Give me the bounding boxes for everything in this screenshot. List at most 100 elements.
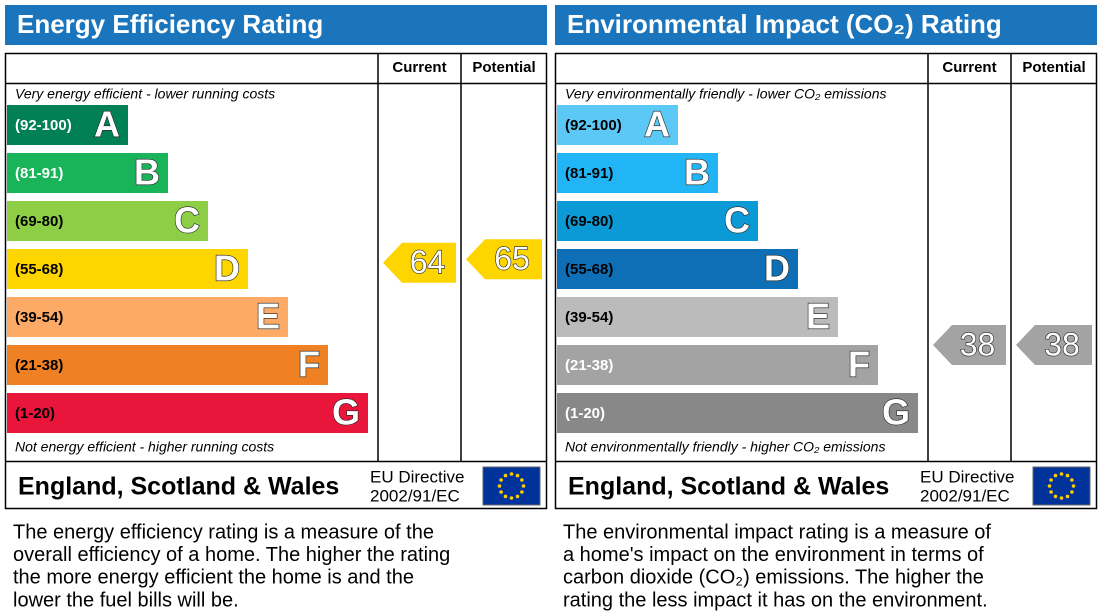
flag-star — [520, 490, 524, 494]
band-bar — [557, 105, 678, 145]
column-header: Current — [942, 59, 996, 76]
band-bar — [7, 201, 208, 241]
flag-star — [1059, 472, 1064, 476]
band-letter: G — [332, 392, 360, 433]
directive: 2002/91/EC — [370, 486, 460, 505]
band-letter: E — [256, 296, 280, 337]
band-range: (92-100) — [15, 117, 72, 134]
band-range: (21-38) — [15, 357, 63, 374]
band-bar — [7, 153, 168, 193]
rating-arrow: 64 — [383, 242, 456, 283]
flag-star — [497, 484, 502, 488]
bottom-note: Not environmentally friendly - higher CO… — [565, 439, 885, 455]
column-header: Potential — [472, 59, 535, 76]
arrow-shape — [1016, 325, 1092, 365]
description: lower the fuel bills will be. — [13, 589, 239, 611]
band-letter: C — [724, 200, 750, 241]
title-bar — [555, 5, 1097, 45]
band-letter: F — [848, 344, 870, 385]
description: a home's impact on the environment in te… — [563, 544, 984, 566]
flag-star — [1047, 484, 1052, 488]
rating-arrow: 65 — [466, 239, 542, 280]
table-frame — [554, 52, 1098, 510]
flag-star — [499, 478, 503, 482]
flag-star — [1070, 490, 1074, 494]
band-range: (92-100) — [565, 117, 622, 134]
description: The energy efficiency rating is a measur… — [13, 521, 434, 543]
band-bar — [7, 297, 288, 337]
flag-star — [1065, 473, 1070, 478]
band-bar — [7, 393, 368, 433]
description: rating the less impact it has on the env… — [563, 589, 988, 611]
arrow-value: 65 — [494, 241, 530, 277]
band-bar — [7, 249, 248, 289]
column-header: Potential — [1022, 59, 1085, 76]
band-bar — [557, 345, 878, 385]
band-bar — [7, 105, 128, 145]
arrow-shape — [933, 325, 1006, 365]
region: England, Scotland & Wales — [18, 473, 339, 501]
arrow-shape — [466, 239, 542, 280]
band-range: (69-80) — [565, 213, 613, 230]
band-letter: D — [764, 248, 790, 289]
flag-star — [503, 494, 508, 499]
table-frame — [4, 52, 548, 510]
column-header: Current — [392, 59, 446, 76]
band-range: (1-20) — [565, 405, 605, 422]
band-range: (21-38) — [565, 357, 613, 374]
band-letter: A — [94, 104, 120, 145]
arrow-value: 38 — [960, 326, 996, 362]
arrow-value: 38 — [1044, 326, 1080, 362]
flag-star — [1053, 473, 1058, 478]
flag-star — [1070, 478, 1074, 482]
directive: 2002/91/EC — [920, 486, 1010, 505]
panel-title: Environmental Impact (CO₂) Rating — [567, 9, 1002, 39]
band-range: (81-91) — [15, 165, 63, 182]
bottom-note: Not energy efficient - higher running co… — [15, 439, 274, 455]
flag-star — [1053, 494, 1058, 499]
band-letter: B — [134, 152, 160, 193]
flag-star — [1071, 484, 1076, 488]
band-bar — [557, 297, 838, 337]
arrow-shape — [383, 242, 456, 283]
band-letter: C — [174, 200, 200, 241]
title-bar — [5, 5, 547, 45]
flag-star — [515, 494, 520, 499]
flag-star — [1059, 496, 1064, 500]
band-letter: B — [684, 152, 710, 193]
top-note: Very environmentally friendly - lower CO… — [565, 86, 886, 102]
flag-star — [503, 473, 508, 478]
description: overall efficiency of a home. The higher… — [13, 544, 450, 566]
band-bar — [557, 249, 798, 289]
band-range: (1-20) — [15, 405, 55, 422]
band-range: (81-91) — [565, 165, 613, 182]
directive: EU Directive — [920, 467, 1014, 486]
top-note: Very energy efficient - lower running co… — [15, 86, 275, 102]
band-range: (55-68) — [15, 261, 63, 278]
flag-star — [1049, 490, 1053, 494]
region: England, Scotland & Wales — [568, 473, 889, 501]
flag-star — [1049, 478, 1053, 482]
flag-star — [509, 496, 514, 500]
band-range: (69-80) — [15, 213, 63, 230]
band-letter: G — [882, 392, 910, 433]
panel-title: Energy Efficiency Rating — [17, 9, 323, 39]
band-letter: E — [806, 296, 830, 337]
description: carbon dioxide (CO₂) emissions. The high… — [563, 567, 984, 589]
rating-arrow: 38 — [933, 325, 1006, 365]
description: The environmental impact rating is a mea… — [563, 521, 991, 543]
band-letter: D — [214, 248, 240, 289]
band-letter: A — [644, 104, 670, 145]
flag-star — [520, 478, 524, 482]
band-bar — [557, 201, 758, 241]
flag-star — [499, 490, 503, 494]
band-range: (55-68) — [565, 261, 613, 278]
band-letter: F — [298, 344, 320, 385]
band-range: (39-54) — [565, 309, 613, 326]
band-bar — [557, 153, 718, 193]
directive: EU Directive — [370, 467, 464, 486]
arrow-value: 64 — [410, 244, 446, 280]
band-bar — [557, 393, 918, 433]
rating-arrow: 38 — [1016, 325, 1092, 365]
